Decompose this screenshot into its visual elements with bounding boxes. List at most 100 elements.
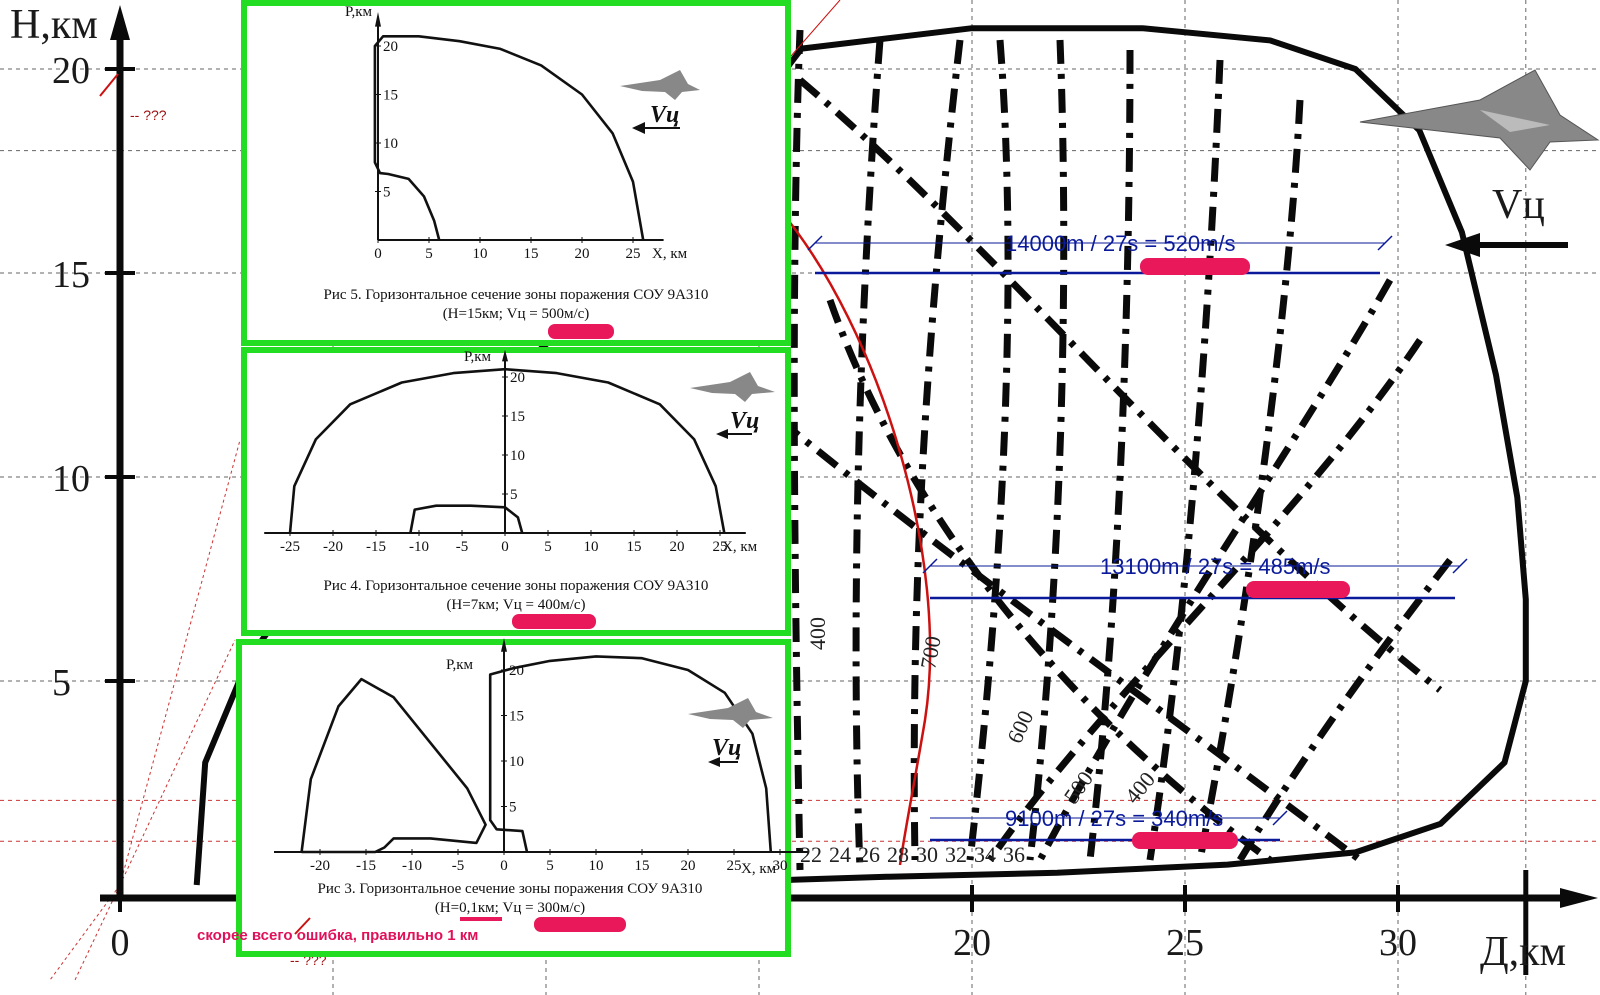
- curve-label: 400: [1120, 767, 1160, 808]
- inset-zone-boundary: [409, 504, 524, 534]
- x-tick-label: 30: [1379, 922, 1417, 964]
- trajectory-line: [797, 77, 1443, 693]
- error-note: скорее всего ошибка, правильно 1 км: [197, 927, 478, 944]
- trajectory-line: [1146, 59, 1224, 861]
- inset-fig3-x-axis-label: X, км: [741, 861, 777, 877]
- trajectory-line: [1086, 49, 1134, 861]
- inset-zone-boundary: [373, 35, 645, 241]
- curve-label: 500: [1059, 766, 1098, 807]
- speed-arrow-icon: [1445, 233, 1568, 257]
- highlight-underline-height: [460, 917, 502, 921]
- inset-x-tick-label: -15: [356, 858, 376, 874]
- inset-zone-boundary: [488, 655, 773, 853]
- highlight-mark-520: [1140, 258, 1250, 275]
- aircraft-icon: [690, 372, 775, 402]
- curve-label: 600: [1002, 707, 1039, 747]
- aircraft-icon: [1359, 69, 1600, 171]
- inset-x-tick-label: 15: [524, 246, 539, 262]
- inset-zone-boundary: [288, 367, 726, 534]
- inset-y-arrow: [501, 638, 507, 652]
- inset-y-tick-label: 15: [383, 88, 398, 104]
- x-axis-title: Д,км: [1480, 929, 1566, 975]
- inset-x-tick-label: 10: [473, 246, 488, 262]
- inset-fig5-plot: 0 5 10 15 20 25 5 10 15 20: [373, 12, 664, 262]
- inset-x-tick-label: -5: [452, 858, 465, 874]
- inset-x-tick-label: 5: [546, 858, 554, 874]
- inset-fig5: 0 5 10 15 20 25 5 10 15 20 Р,км X, км Рис 5. Гори…: [241, 0, 791, 346]
- inset-x-tick-label: -25: [280, 539, 300, 555]
- inset-fig3-caption-params: (Н=0,1км; Vц = 300м/с): [435, 900, 585, 916]
- inset-x-tick-label: 25: [727, 858, 742, 874]
- inset-x-tick-label: -20: [323, 539, 343, 555]
- inset-x-tick-label: 20: [575, 246, 590, 262]
- trajectory-line: [826, 298, 1273, 863]
- inset-x-tick-label: -10: [409, 539, 429, 555]
- inset-y-tick-label: 10: [509, 754, 524, 770]
- bottom-curve-number: 30: [916, 842, 938, 867]
- bottom-curve-numbers: 22 24 26 28 30 32 34 36: [800, 842, 1025, 867]
- inset-x-tick-label: 20: [670, 539, 685, 555]
- bottom-curve-number: 26: [858, 842, 880, 867]
- arrow-left-icon: [708, 757, 738, 767]
- inset-y-tick-label: 5: [383, 185, 391, 201]
- trajectory-line: [1026, 39, 1068, 861]
- y-axis-title: Н,км: [10, 2, 98, 48]
- y-tick-label: 5: [52, 662, 71, 704]
- trajectory-line: [966, 39, 1012, 861]
- inset-zone-boundary: [300, 677, 487, 854]
- measurement-7km-text: 13100m / 27s = 485m/s: [1100, 554, 1331, 579]
- inset-fig4-plot: -25 -20 -15 -10 -5 0 5 10 15 20 25 5 10 15 20: [264, 349, 746, 555]
- inset-fig4-frame: [241, 347, 791, 636]
- trajectory-line: [1236, 557, 1453, 862]
- trajectory-line: [790, 29, 804, 871]
- highlight-mark-485: [1246, 581, 1350, 598]
- x-tick-label: 25: [1166, 922, 1204, 964]
- inset-y-tick-label: 20: [509, 663, 524, 679]
- measurement-15km-text: 14000m / 27s = 520m/s: [1005, 231, 1236, 256]
- highlight-mark-500: [548, 324, 614, 339]
- inset-y-tick-label: 15: [510, 409, 525, 425]
- bottom-curve-number: 32: [945, 842, 967, 867]
- inset-x-tick-label: -20: [310, 858, 330, 874]
- inset-x-tick-label: 25: [713, 539, 728, 555]
- trajectory-line: [910, 39, 964, 861]
- inset-x-tick-label: 0: [374, 246, 382, 262]
- bottom-curve-number: 34: [974, 842, 996, 867]
- curve-label: 400: [805, 617, 830, 650]
- bottom-curve-number: 28: [887, 842, 909, 867]
- inset-fig5-caption-params: (Н=15км; Vц = 500м/с): [443, 306, 590, 322]
- x-tick-label: 0: [111, 922, 130, 964]
- trajectory-line: [777, 417, 1363, 863]
- trajectory-line: [1196, 99, 1304, 861]
- trajectory-line: [1036, 278, 1394, 862]
- inset-x-tick-label: 10: [589, 858, 604, 874]
- inset-y-tick-label: 10: [383, 136, 398, 152]
- inset-x-tick-label: -15: [366, 539, 386, 555]
- red-tick-mark: [99, 73, 119, 97]
- inset-x-tick-label: -10: [402, 858, 422, 874]
- y-tick-labels: 5 10 15 20: [52, 50, 90, 704]
- inset-fig5-caption: Рис 5. Горизонтальное сечение зоны пораж…: [324, 287, 709, 303]
- inset-fig3-plot: -20 -15 -10 -5 0 5 10 15 20 25 30 5 10 15 20: [274, 638, 808, 874]
- inset-fig3-speed-label: Vц: [712, 735, 741, 761]
- y-tick-label: 15: [52, 254, 90, 296]
- inset-y-tick-label: 15: [509, 709, 524, 725]
- arrow-left-icon: [716, 429, 752, 439]
- inset-y-tick-label: 20: [383, 39, 398, 55]
- trajectory-lines: [777, 29, 1453, 871]
- measurement-lines: [807, 235, 1468, 842]
- inset-x-tick-label: 0: [501, 539, 509, 555]
- inset-x-tick-label: 15: [627, 539, 642, 555]
- inset-fig5-y-axis-label: Р,км: [345, 4, 373, 20]
- inset-fig4-y-axis-label: Р,км: [464, 349, 492, 365]
- inset-x-tick-label: 25: [626, 246, 641, 262]
- aircraft-icon: [620, 70, 700, 100]
- highlight-mark-340: [1132, 832, 1238, 849]
- inset-fig5-frame: [241, 0, 791, 346]
- target-speed-label: Vц: [1492, 182, 1545, 228]
- inset-y-tick-label: 5: [510, 487, 518, 503]
- inset-fig5-speed-label: Vц: [650, 102, 679, 128]
- inset-x-tick-label: 15: [635, 858, 650, 874]
- error-pointer: [294, 917, 311, 935]
